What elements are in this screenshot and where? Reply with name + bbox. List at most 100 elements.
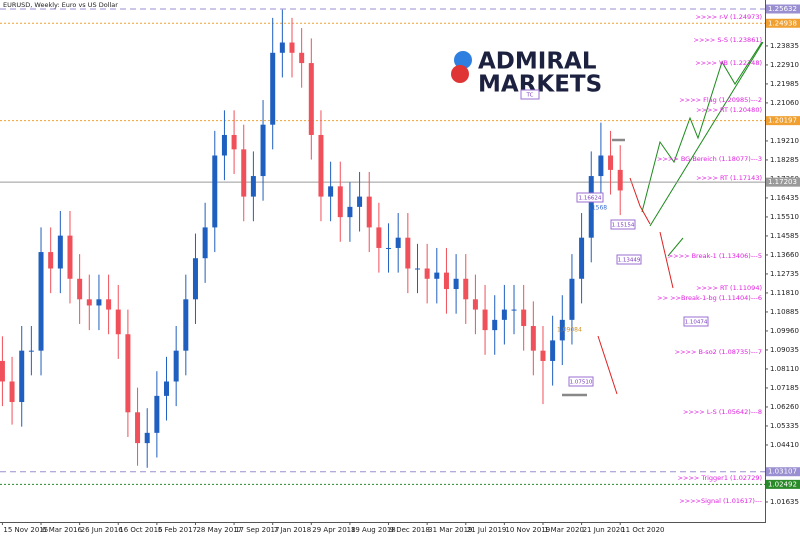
candle-body [569,278,575,320]
box-label: 1.13449 [618,257,641,263]
candle-body [337,186,343,218]
candle-body [308,63,314,135]
x-tick-label: 26 Jun 2016 [81,526,124,534]
level-annotation: >>>> L-S (1.05642)---8 [683,408,762,416]
candle-body [550,340,556,361]
candle-body [57,235,63,269]
scenario-arrow [597,335,618,395]
candle-body [0,360,5,382]
x-tick-label: 16 Oct 2016 [119,526,163,534]
candle-body [96,299,102,306]
level-label-box [766,177,800,187]
y-tick-label: 1.23835 [770,42,799,50]
y-tick-label: 1.06260 [770,403,799,411]
candle-body [598,155,604,177]
level-label-box [766,116,800,126]
x-tick-label: 1 Mar 2020 [544,526,584,534]
candle-body [86,299,92,306]
y-tick-label: 1.15510 [770,213,799,221]
y-tick-label: 1.11810 [770,289,799,297]
candle-body [511,309,517,311]
candle-body [19,350,25,403]
level-annotation: >>>> RT (1.11094) [696,284,762,292]
x-tick-label: 21 Jul 2019 [467,526,507,534]
candle-body [299,52,305,64]
level-annotation: >>>> Trigger1 (1.02729) [678,474,762,482]
candle-body [183,299,189,351]
chart-title: EURUSD, Weekly: Euro vs US Dollar [3,1,118,9]
level-label: 1.20197 [768,117,797,125]
y-tick-label: 1.18285 [770,156,799,164]
y-tick-label: 1.21060 [770,99,799,107]
y-tick-label: 1.04410 [770,441,799,449]
candle-body [414,268,420,270]
y-tick-label: 1.22910 [770,61,799,69]
candle-body [125,334,131,413]
x-tick-label: 21 Jun 2020 [583,526,625,534]
x-tick-label: 17 Sep 2017 [235,526,279,534]
candle-body [221,134,227,156]
level-label: 1.25632 [768,5,797,13]
candle-body [521,309,527,327]
level-annotation: >>>> RT (1.20480) [696,106,762,114]
label-box [568,376,594,387]
level-annotation: >>>> B-so2 (1.08735)---7 [675,348,762,356]
scenario-arrow [629,177,651,225]
label-box [616,254,642,265]
label-box [683,316,709,327]
candle-body [164,381,170,396]
candle-body [386,247,392,249]
level-annotation: >>>>Signal (1.01617)--- [679,497,762,505]
candle-body [202,227,208,259]
level-label-box [766,18,800,28]
label-box [610,219,636,230]
label-box [520,89,540,100]
candle-body [472,299,478,310]
candle-body [289,42,295,53]
candle-body [357,196,363,207]
scenario-line [649,41,764,227]
candle-body [115,309,121,335]
y-tick-label: 1.19210 [770,137,799,145]
candle-body [424,268,430,279]
candle-body [530,326,536,351]
level-annotation: >>>> S-S (1.23861) [694,36,762,44]
level-annotation: >>>> Flag (1.20985)---2 [679,96,762,104]
x-tick-label: 29 Apr 2018 [312,526,355,534]
candle-body [212,155,218,228]
logo-text: ADMIRAL [478,49,597,75]
x-tick-label: 5 Feb 2017 [158,526,197,534]
candle-body [617,169,623,191]
candle-body [77,278,83,300]
box-label: 1.10474 [685,319,708,325]
level-annotation: >>>> RT (1.17143) [696,174,762,182]
candle-body [250,176,256,197]
candle-body [192,258,198,300]
candle-body [492,319,498,331]
note: 11568 [588,205,607,212]
candle-body [434,272,440,279]
candle-body [9,381,15,403]
level-annotation: >>>> Break-1 (1.13406)---5 [668,252,762,260]
y-tick-label: 1.09960 [770,327,799,335]
candle-body [579,237,585,279]
candle-body [588,176,594,238]
candle-body [453,278,459,290]
box-label: 1.16624 [579,195,602,201]
candle-body [405,237,411,269]
candle-body [144,432,150,444]
candle-body [154,395,160,433]
x-tick-label: 19 Aug 2018 [351,526,396,534]
y-tick-label: 1.07185 [770,384,799,392]
candle-body [241,149,247,197]
candle-body [366,196,372,228]
scenario-arrow [659,231,674,289]
candle-body [328,186,334,197]
analysis-drawings [562,41,764,397]
candle-body [67,235,73,279]
candle-body [501,309,507,320]
box-label: 1.07510 [570,379,593,385]
candle-body [482,309,488,331]
box-label: TC [526,92,534,98]
level-label: 1.03107 [768,468,797,476]
